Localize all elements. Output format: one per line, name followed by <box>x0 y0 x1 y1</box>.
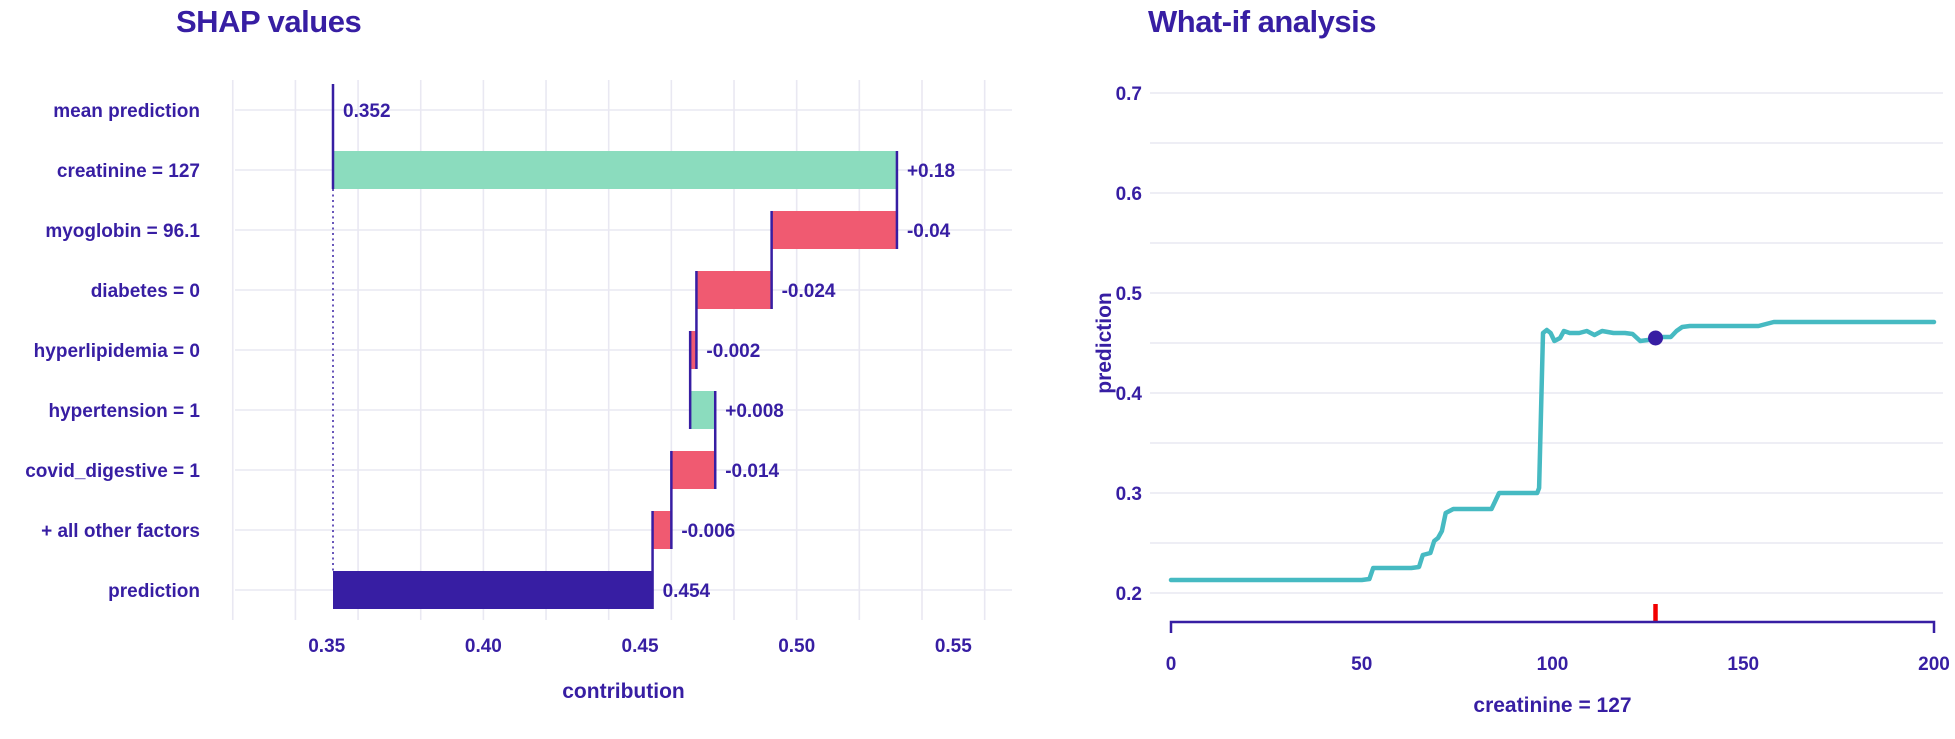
x-tick-label: 0.55 <box>935 636 972 657</box>
category-label: diabetes = 0 <box>91 281 200 302</box>
waterfall-bar-+[interactable] <box>652 511 672 549</box>
x-tick-label: 100 <box>1537 654 1569 675</box>
y-tick-label: 0.3 <box>1116 484 1142 505</box>
contribution-value-label: -0.002 <box>706 341 760 362</box>
x-tick-label: 0.40 <box>465 636 502 657</box>
x-tick-label: 50 <box>1351 654 1372 675</box>
waterfall-bar-prediction[interactable] <box>333 571 653 609</box>
contribution-value-label: +0.18 <box>907 161 955 182</box>
category-label: prediction <box>108 581 200 602</box>
category-label: hypertension = 1 <box>48 401 200 422</box>
waterfall-bar-diabetes[interactable] <box>696 271 772 309</box>
y-tick-label: 0.7 <box>1116 84 1142 105</box>
contribution-value-label: 0.454 <box>663 581 711 602</box>
category-label: mean prediction <box>53 101 200 122</box>
y-tick-label: 0.4 <box>1116 384 1143 405</box>
category-label: myoglobin = 96.1 <box>45 221 200 242</box>
category-label: covid_digestive = 1 <box>25 461 200 482</box>
y-tick-label: 0.5 <box>1116 284 1143 305</box>
x-tick-label: 0.50 <box>778 636 815 657</box>
waterfall-bar-myoglobin[interactable] <box>771 211 897 249</box>
waterfall-bar-hyperlipidemia[interactable] <box>690 331 697 369</box>
category-label: hyperlipidemia = 0 <box>34 341 200 362</box>
ceteris-paribus-line[interactable] <box>1168 319 1937 583</box>
creatinine-axis-title: creatinine = 127 <box>1473 694 1632 717</box>
contribution-value-label: -0.04 <box>907 221 951 242</box>
x-tick-label: 0.45 <box>622 636 659 657</box>
contribution-value-label: -0.006 <box>681 521 735 542</box>
waterfall-bar-hypertension[interactable] <box>690 391 716 429</box>
y-tick-label: 0.2 <box>1116 584 1142 605</box>
shap-chart-title: SHAP values <box>176 4 362 39</box>
contribution-axis-title: contribution <box>562 680 685 703</box>
whatif-chart-title: What-if analysis <box>1148 4 1377 39</box>
contribution-value-label: +0.008 <box>725 401 784 422</box>
y-tick-label: 0.6 <box>1116 184 1142 205</box>
waterfall-bar-covid_digestive[interactable] <box>671 451 716 489</box>
contribution-value-label: -0.014 <box>725 461 779 482</box>
x-tick-label: 0 <box>1166 654 1177 675</box>
x-tick-label: 200 <box>1918 654 1950 675</box>
category-label: creatinine = 127 <box>57 161 200 182</box>
x-tick-label: 0.35 <box>308 636 345 657</box>
category-label: + all other factors <box>41 521 200 542</box>
x-tick-label: 150 <box>1727 654 1759 675</box>
prediction-axis-title: prediction <box>1093 292 1116 394</box>
waterfall-bar-creatinine[interactable] <box>333 151 897 189</box>
x-axis-line <box>1169 620 1936 633</box>
contribution-value-label: -0.024 <box>782 281 836 302</box>
current-observation-dot[interactable] <box>1648 330 1664 346</box>
contribution-value-label: 0.352 <box>343 101 391 122</box>
